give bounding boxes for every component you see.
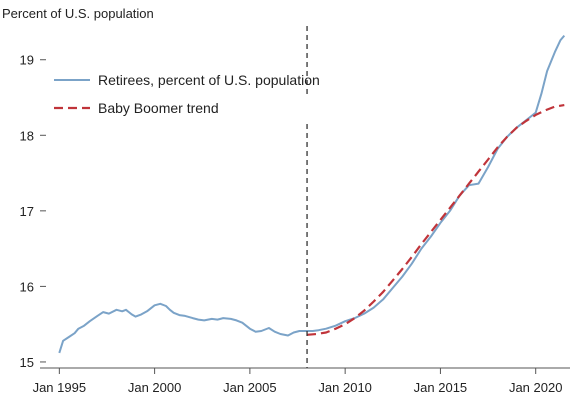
- legend: Retirees, percent of U.S. population Bab…: [54, 72, 320, 116]
- y-axis-ticks: 15 16 17 18 19: [20, 53, 46, 370]
- legend-label-baby-boomer-trend: Baby Boomer trend: [98, 100, 219, 116]
- series-line-retirees: [58, 34, 566, 354]
- plot-area: 15 16 17 18 19 Jan 1995 Jan 2000 Jan 2005 Jan 2…: [20, 26, 570, 395]
- series-line-baby-boomer-trend: [306, 104, 565, 336]
- y-tick-label-15: 15: [20, 355, 34, 370]
- y-tick-label-17: 17: [20, 204, 34, 219]
- x-tick-label-2005: Jan 2005: [223, 380, 277, 395]
- y-axis-label: Percent of U.S. population: [2, 6, 154, 21]
- x-tick-label-2010: Jan 2010: [318, 380, 372, 395]
- x-axis-ticks: Jan 1995 Jan 2000 Jan 2005 Jan 2010 Jan 2015…: [33, 368, 563, 395]
- legend-item-retirees: Retirees, percent of U.S. population: [54, 72, 320, 88]
- series-layer: [58, 34, 566, 354]
- x-tick-label-2020: Jan 2020: [509, 380, 563, 395]
- legend-label-retirees: Retirees, percent of U.S. population: [98, 72, 320, 88]
- x-tick-label-2015: Jan 2015: [414, 380, 468, 395]
- legend-item-baby-boomer-trend: Baby Boomer trend: [54, 100, 219, 116]
- x-tick-label-1995: Jan 1995: [33, 380, 87, 395]
- y-tick-label-16: 16: [20, 279, 34, 294]
- y-tick-label-19: 19: [20, 53, 34, 68]
- y-tick-label-18: 18: [20, 128, 34, 143]
- x-tick-label-2000: Jan 2000: [128, 380, 182, 395]
